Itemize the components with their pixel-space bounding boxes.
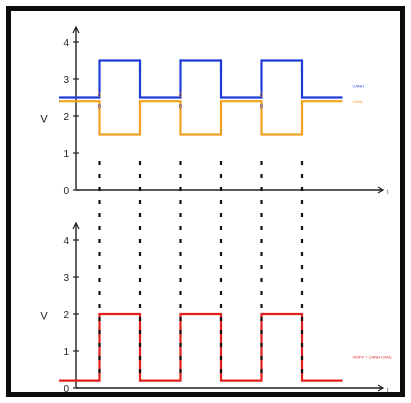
y-axis-arrow xyxy=(72,221,80,230)
bit-label-canh: 0 xyxy=(98,105,102,111)
bit-label-canl: 0 xyxy=(260,93,264,99)
bit-label-canl: 0 xyxy=(98,93,102,99)
y-tick-label: 2 xyxy=(63,112,69,123)
y-tick-label: 1 xyxy=(63,347,69,358)
bit-label-canl: 1 xyxy=(219,127,223,133)
series-line xyxy=(59,312,343,382)
chart-frame: t 0 1 2 3 4 V CANH CANL 0 0 1 1 0 0 1 1 0 0 1 1 t 0 1 2 3 4 V VDIFF … xyxy=(6,6,405,397)
bit-label-canl: 1 xyxy=(300,127,304,133)
series-name-label: CANH xyxy=(353,84,364,89)
y-tick-label: 2 xyxy=(63,310,69,321)
y-tick-label: 3 xyxy=(63,75,69,86)
bit-label-canh: 1 xyxy=(300,68,304,74)
series-line xyxy=(59,59,343,99)
chart-canvas: t 0 1 2 3 4 V CANH CANL 0 0 1 1 0 0 1 1 0 0 1 1 t 0 1 2 3 4 V VDIFF … xyxy=(40,25,393,395)
x-axis-end-label: t xyxy=(387,388,389,394)
y-tick-label: 4 xyxy=(63,236,69,247)
y-axis-label: V xyxy=(40,114,48,126)
y-tick-label: 0 xyxy=(63,186,69,197)
bit-label-canl: 1 xyxy=(138,127,142,133)
y-tick-label: 4 xyxy=(63,38,69,49)
series-name-label: VDIFF = CANH-CANL xyxy=(353,355,393,360)
bit-label-canh: 0 xyxy=(260,105,264,111)
y-tick-label: 3 xyxy=(63,273,69,284)
x-axis-end-label: t xyxy=(387,190,389,196)
bit-label-canh: 0 xyxy=(179,105,183,111)
bit-label-canl: 0 xyxy=(179,93,183,99)
series-line xyxy=(59,100,343,136)
y-tick-label: 1 xyxy=(63,149,69,160)
y-tick-label: 0 xyxy=(63,384,69,395)
series-name-label: CANL xyxy=(353,99,364,104)
x-axis-arrow xyxy=(377,384,385,392)
x-axis-arrow xyxy=(377,186,385,194)
y-axis-arrow xyxy=(72,25,80,34)
bit-label-canh: 1 xyxy=(138,68,142,74)
y-axis-label: V xyxy=(40,311,48,323)
bit-label-canh: 1 xyxy=(219,68,223,74)
